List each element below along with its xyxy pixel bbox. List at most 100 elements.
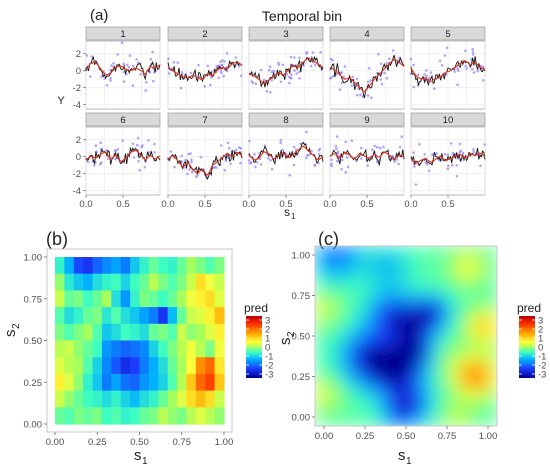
heat-cell xyxy=(406,261,412,267)
heat-cell xyxy=(431,401,438,407)
heat-cell xyxy=(471,351,478,357)
heat-cell xyxy=(365,401,372,407)
heat-cell xyxy=(370,306,377,312)
heat-cell xyxy=(491,391,497,397)
heat-cell xyxy=(456,336,463,342)
heat-cell xyxy=(350,271,357,277)
heat-cell xyxy=(320,261,326,267)
heat-cell xyxy=(315,316,321,322)
svg-text:s: s xyxy=(2,330,19,338)
data-point xyxy=(268,68,271,72)
heat-cell xyxy=(426,351,433,357)
heat-cell xyxy=(375,281,382,287)
heat-cell xyxy=(491,346,497,352)
heat-cell xyxy=(139,407,150,425)
data-point xyxy=(131,64,135,68)
data-point xyxy=(351,75,355,79)
heat-cell xyxy=(421,336,428,342)
y-tick-label: -4 xyxy=(73,186,81,197)
heat-cell xyxy=(350,291,357,297)
data-point xyxy=(412,85,416,89)
heat-cell xyxy=(320,396,326,402)
heat-cell xyxy=(466,311,473,317)
heat-cell xyxy=(456,376,463,382)
heat-cell xyxy=(111,407,122,425)
heat-cell xyxy=(471,401,478,407)
heat-cell xyxy=(350,251,357,257)
prediction-line xyxy=(248,145,324,161)
heat-cell xyxy=(395,381,402,387)
heat-cell xyxy=(375,336,382,342)
heat-cell xyxy=(325,276,331,282)
heat-cell xyxy=(416,266,422,272)
heat-cell xyxy=(315,306,321,312)
heat-cell xyxy=(345,406,352,412)
heat-cell xyxy=(360,376,367,382)
heat-cell xyxy=(355,401,362,407)
heat-cell xyxy=(451,366,458,372)
heat-cell xyxy=(395,421,402,426)
heat-cell xyxy=(355,276,362,282)
heat-cell xyxy=(481,366,488,372)
heat-cell xyxy=(340,346,347,352)
heat-cell xyxy=(441,326,448,332)
data-point xyxy=(136,136,140,140)
heat-cell xyxy=(101,407,112,425)
heat-cell xyxy=(446,246,453,252)
data-point xyxy=(221,59,224,62)
heat-cell xyxy=(345,416,352,422)
heat-cell xyxy=(466,406,473,412)
heat-cell xyxy=(325,286,331,292)
heat-cell xyxy=(451,316,458,322)
heat-cell xyxy=(350,421,357,426)
heat-cell xyxy=(461,276,468,282)
data-point xyxy=(317,153,321,156)
heatmap-c xyxy=(315,246,497,426)
heat-cell xyxy=(345,271,352,277)
heat-cell xyxy=(441,386,448,392)
heat-cell xyxy=(55,390,65,408)
heat-cell xyxy=(214,323,225,342)
heat-cell xyxy=(385,276,392,282)
data-point xyxy=(137,159,140,163)
heat-cell xyxy=(486,381,493,387)
heat-cell xyxy=(325,386,331,392)
heat-cell xyxy=(491,276,497,282)
x-tick-label: 0.5 xyxy=(360,199,373,210)
heat-cell xyxy=(431,321,438,327)
heat-cell xyxy=(406,371,412,377)
heat-cell xyxy=(481,251,488,257)
heat-cell xyxy=(486,276,493,282)
heat-cell xyxy=(158,373,169,392)
heat-cell xyxy=(461,261,468,267)
heat-cell xyxy=(400,416,407,422)
true-line xyxy=(167,149,243,180)
heat-cell xyxy=(385,391,392,397)
heat-cell xyxy=(195,340,206,358)
heat-cell xyxy=(390,396,397,402)
heat-cell xyxy=(375,256,382,262)
heat-cell xyxy=(395,296,402,302)
heat-cell xyxy=(335,341,342,347)
heat-cell xyxy=(466,381,473,387)
heat-cell xyxy=(456,356,463,362)
heat-cell xyxy=(461,286,468,292)
data-point xyxy=(190,160,193,164)
data-point xyxy=(285,73,289,76)
data-point xyxy=(197,63,200,67)
heat-cell xyxy=(325,411,331,417)
heat-cell xyxy=(426,386,433,392)
data-point xyxy=(409,57,413,61)
heat-cell xyxy=(421,301,428,307)
heat-cell xyxy=(350,401,357,407)
heat-cell xyxy=(315,326,321,332)
data-point xyxy=(461,151,465,155)
data-point xyxy=(344,171,348,174)
heat-cell xyxy=(436,351,443,357)
data-point xyxy=(427,169,431,173)
heat-cell xyxy=(411,351,417,357)
heat-cell xyxy=(395,366,402,372)
facet-strip xyxy=(329,112,405,127)
heat-cell xyxy=(375,306,382,312)
heat-cell xyxy=(340,281,347,287)
